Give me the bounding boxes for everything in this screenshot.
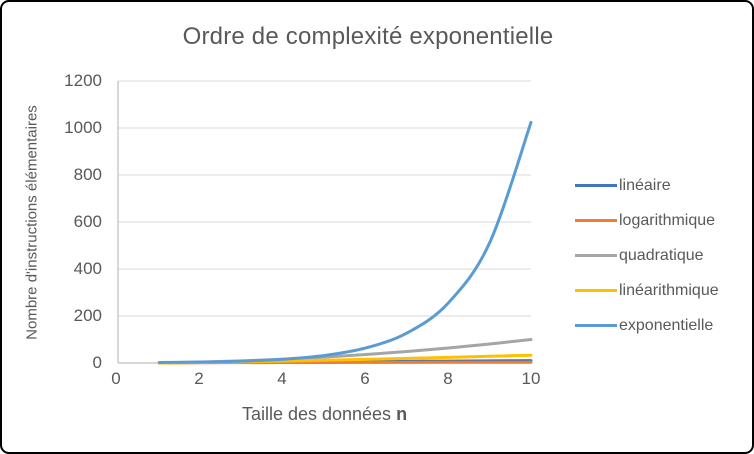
x-tick-label: 10	[521, 369, 541, 388]
legend-label: exponentielle	[619, 316, 714, 334]
x-tick-label: 4	[277, 369, 287, 388]
x-axis-title: Taille des données n	[118, 404, 531, 425]
legend-item-quadratique: quadratique	[575, 238, 719, 273]
x-axis-title-variable: n	[396, 404, 408, 424]
legend-swatch-icon	[575, 219, 617, 222]
x-tick-label: 6	[360, 369, 370, 388]
legend: linéaire logarithmique quadratique linéa…	[575, 168, 719, 343]
y-tick-label: 800	[73, 165, 102, 184]
series-line-exponentielle	[157, 120, 533, 365]
x-tick-label: 8	[443, 369, 453, 388]
legend-swatch-icon	[575, 254, 617, 257]
y-tick-label: 1200	[64, 71, 102, 90]
legend-swatch-icon	[575, 324, 617, 327]
chart-title: Ordre de complexité exponentielle	[182, 23, 554, 50]
legend-label: linéarithmique	[619, 281, 719, 299]
legend-swatch-icon	[575, 184, 617, 187]
legend-item-exponentielle: exponentielle	[575, 308, 719, 343]
y-tick-label: 1000	[64, 118, 102, 137]
y-tick-label: 400	[73, 259, 102, 278]
y-tick-label: 0	[92, 353, 102, 372]
x-tick-label: 2	[194, 369, 204, 388]
legend-swatch-icon	[575, 289, 617, 292]
legend-label: quadratique	[619, 246, 704, 264]
legend-label: linéaire	[619, 176, 671, 194]
legend-label: logarithmique	[619, 211, 716, 229]
x-axis-title-text: Taille des données	[241, 404, 392, 424]
y-tick-label: 600	[73, 212, 102, 231]
x-tick-label: 0	[111, 369, 121, 388]
y-tick-label: 200	[73, 306, 102, 325]
legend-item-lineaire: linéaire	[575, 168, 719, 203]
legend-item-logarithmique: logarithmique	[575, 203, 719, 238]
legend-item-linearithmique: linéarithmique	[575, 273, 719, 308]
